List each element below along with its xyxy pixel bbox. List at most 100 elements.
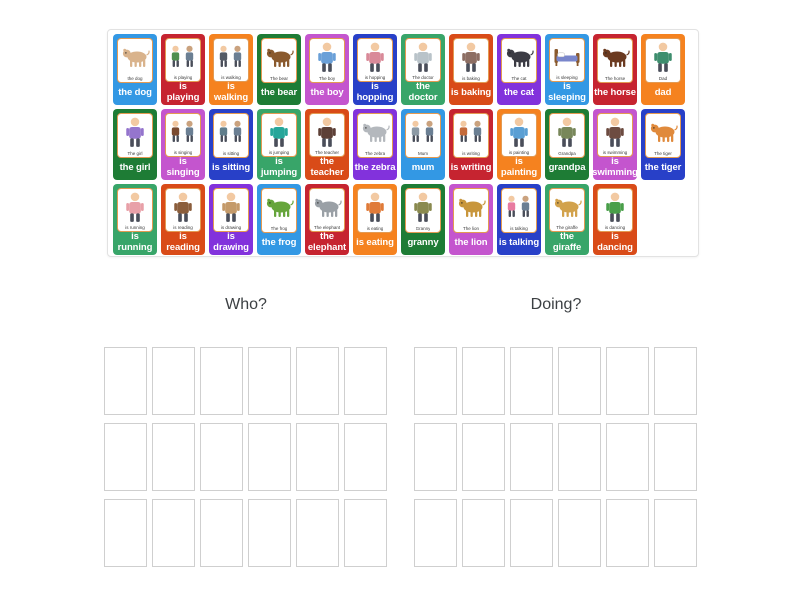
card-image-box: The giraffe [549,188,585,232]
word-card[interactable]: The lion the lion [449,184,493,255]
drop-slot[interactable] [296,423,339,491]
card-label: the frog [261,236,297,248]
word-card[interactable]: The doctor the doctor [401,34,445,105]
word-card[interactable]: is hopping is hopping [353,34,397,105]
drop-slot[interactable] [462,499,505,567]
drop-slot[interactable] [344,499,387,567]
card-label: is hopping [356,81,394,103]
word-card[interactable]: is sleeping is sleeping [545,34,589,105]
word-card[interactable]: Dad dad [641,34,685,105]
word-card[interactable]: is swimming is swimming [592,109,638,180]
drop-slot[interactable] [104,423,147,491]
drop-slot[interactable] [248,423,291,491]
word-card[interactable]: The bear the bear [257,34,301,105]
drop-slot[interactable] [414,347,457,415]
granny-illustration [408,191,438,223]
card-image-caption: is painting [508,150,530,155]
card-label: is baking [450,86,492,98]
card-image-box: is eating [357,188,393,233]
drop-slot[interactable] [104,499,147,567]
drop-slot[interactable] [414,423,457,491]
word-card[interactable]: The giraffe the giraffe [545,184,589,255]
word-card[interactable]: The elephant the elephant [305,184,349,255]
drop-slot[interactable] [606,347,649,415]
card-image-box: The lion [453,188,489,233]
word-card[interactable]: The boy the boy [305,34,349,105]
drop-slot[interactable] [200,347,243,415]
card-image-caption: Grandpa [558,151,576,156]
drop-slot[interactable] [606,423,649,491]
drop-slot[interactable] [462,347,505,415]
drop-slot[interactable] [606,499,649,567]
word-card[interactable]: The teacher the teacher [305,109,349,180]
drop-slot[interactable] [296,347,339,415]
card-image-box: is talking [501,188,537,233]
word-card[interactable]: is baking is baking [449,34,493,105]
drop-slot[interactable] [654,499,697,567]
card-image-caption: is eating [366,226,384,231]
word-card[interactable]: is running is running [113,184,157,255]
drop-slot[interactable] [558,499,601,567]
baking-illustration [456,41,486,73]
card-image-caption: The lion [462,226,479,231]
word-card[interactable]: is playing is playing [161,34,205,105]
word-card[interactable]: The cat the cat [497,34,541,105]
drop-slot[interactable] [510,499,553,567]
grandpa-illustration [552,116,582,148]
word-card[interactable]: is painting is painting [497,109,541,180]
drop-slot[interactable] [200,499,243,567]
drop-slot[interactable] [152,499,195,567]
word-card[interactable]: is writing is writing [449,109,493,180]
playing-children-illustration [168,41,198,73]
card-label: mum [411,161,435,173]
drop-slot[interactable] [152,347,195,415]
drop-slot[interactable] [104,347,147,415]
drop-slot[interactable] [414,499,457,567]
drop-slot[interactable] [558,423,601,491]
drop-slot[interactable] [296,499,339,567]
drop-slot[interactable] [462,423,505,491]
drop-slot[interactable] [200,423,243,491]
word-card[interactable]: The zebra the zebra [353,109,397,180]
card-label: is eating [356,236,394,248]
word-card[interactable]: The tiger the tiger [641,109,685,180]
word-card[interactable]: is drawing is drawing [209,184,253,255]
drop-slot[interactable] [510,347,553,415]
word-card[interactable]: Granny granny [401,184,445,255]
sleeping-bed-illustration [552,41,582,73]
word-card[interactable]: the dog the dog [113,34,157,105]
drop-slot[interactable] [248,347,291,415]
word-card[interactable]: is jumping is jumping [257,109,301,180]
word-card[interactable]: is talking is talking [497,184,541,255]
drop-slot[interactable] [654,423,697,491]
word-card[interactable]: Mum mum [401,109,445,180]
drop-slot[interactable] [152,423,195,491]
word-card[interactable]: is eating is eating [353,184,397,255]
word-card[interactable]: The girl the girl [113,109,157,180]
card-image-box: Granny [405,188,441,233]
walking-people-illustration [216,41,246,73]
card-image-caption: The girl [127,151,143,156]
word-card[interactable]: is singing is singing [161,109,205,180]
drop-slot[interactable] [344,347,387,415]
drop-slot[interactable] [558,347,601,415]
card-label: is talking [498,236,540,248]
word-card[interactable]: is walking is walking [209,34,253,105]
word-card[interactable]: Grandpa grandpa [545,109,589,180]
word-card[interactable]: is sitting is sitting [209,109,253,180]
drop-slot[interactable] [344,423,387,491]
card-image-box: is jumping [261,113,297,157]
card-image-box: is running [117,188,153,232]
group-heading-who: Who? [225,296,267,313]
word-card[interactable]: is reading is reading [161,184,205,255]
drop-slot[interactable] [248,499,291,567]
eating-child-illustration [360,191,390,223]
card-image-caption: Granny [415,226,431,231]
card-label: is swimming [592,156,638,178]
word-card[interactable]: The horse the horse [593,34,637,105]
drop-slot[interactable] [510,423,553,491]
card-image-caption: is writing [462,151,480,156]
drop-slot[interactable] [654,347,697,415]
word-card[interactable]: The frog the frog [257,184,301,255]
word-card[interactable]: is dancing is dancing [593,184,637,255]
